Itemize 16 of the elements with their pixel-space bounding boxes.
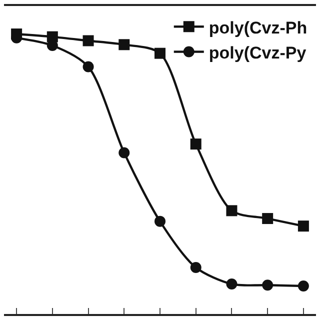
legend-label: poly(Cvz-Ph <box>208 18 308 38</box>
point <box>298 280 309 292</box>
point <box>154 48 166 59</box>
point <box>82 61 94 72</box>
point <box>118 39 130 50</box>
point <box>298 220 309 232</box>
point <box>226 205 238 216</box>
point <box>262 280 274 291</box>
point <box>262 213 274 224</box>
legend-label: poly(Cvz-Py <box>208 43 307 62</box>
point <box>118 147 130 158</box>
point <box>226 278 238 290</box>
point <box>190 138 202 150</box>
point <box>190 262 202 274</box>
point <box>82 35 94 46</box>
point <box>154 216 166 227</box>
